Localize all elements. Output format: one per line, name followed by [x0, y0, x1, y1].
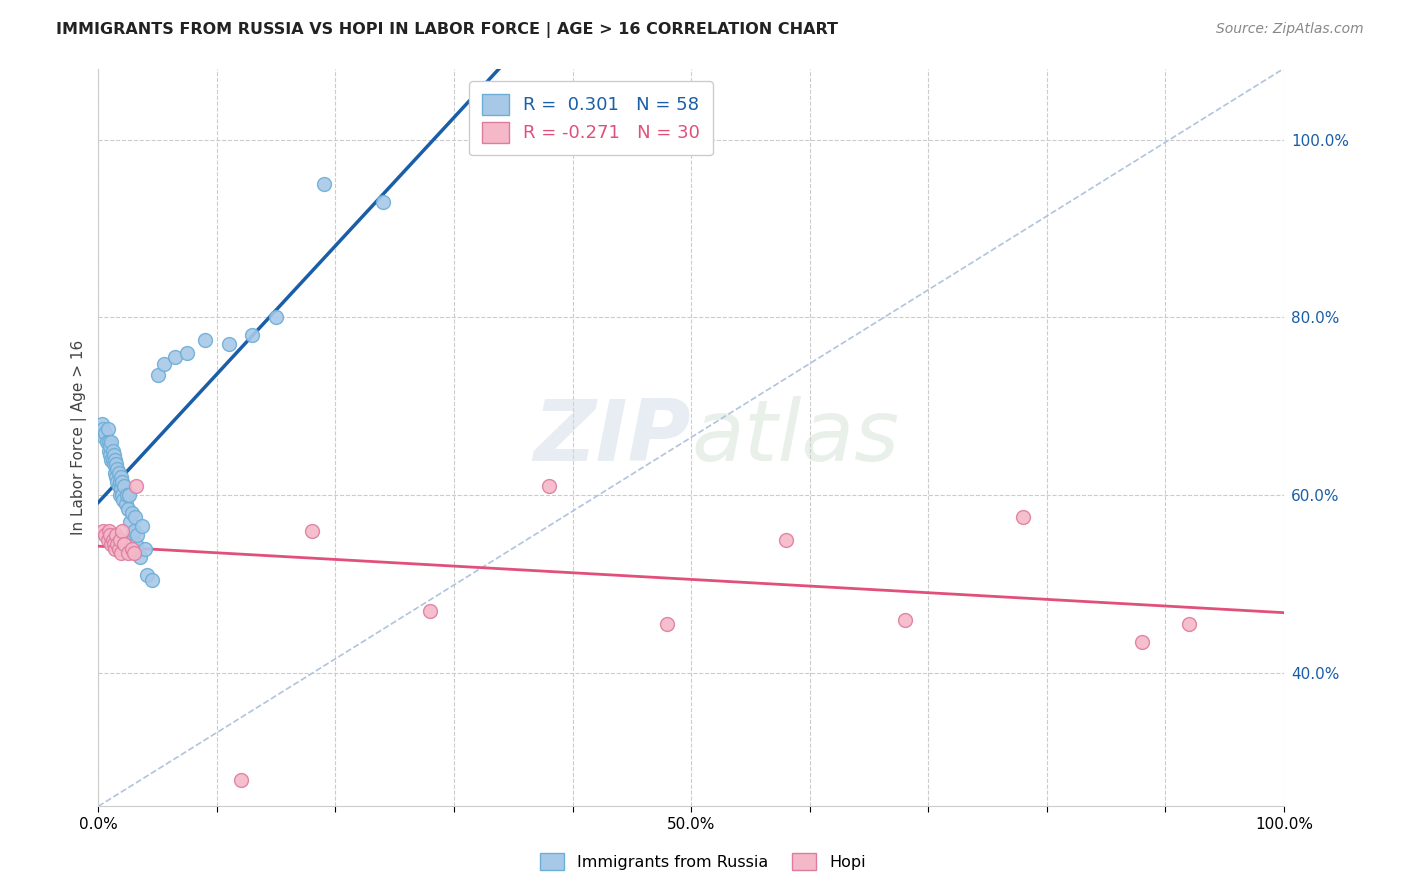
Point — [100, 434, 122, 449]
Point — [100, 537, 122, 551]
Text: atlas: atlas — [692, 396, 898, 479]
Point — [105, 475, 128, 489]
Point — [110, 481, 132, 495]
Point — [104, 466, 127, 480]
Point — [108, 475, 131, 489]
Point — [103, 457, 125, 471]
Point — [136, 568, 159, 582]
Point — [101, 533, 124, 547]
Point — [125, 479, 148, 493]
Point — [91, 524, 114, 538]
Point — [1012, 510, 1035, 524]
Text: Source: ZipAtlas.com: Source: ZipAtlas.com — [1216, 22, 1364, 37]
Point — [371, 194, 394, 209]
Point — [93, 430, 115, 444]
Point — [105, 461, 128, 475]
Point — [1178, 617, 1201, 632]
Point — [121, 525, 143, 540]
Point — [176, 346, 198, 360]
Point — [111, 488, 134, 502]
Point — [419, 604, 441, 618]
Point — [120, 515, 142, 529]
Legend: R =  0.301   N = 58, R = -0.271   N = 30: R = 0.301 N = 58, R = -0.271 N = 30 — [470, 81, 713, 155]
Point — [108, 533, 131, 547]
Point — [114, 497, 136, 511]
Point — [98, 448, 121, 462]
Point — [91, 421, 114, 435]
Point — [122, 546, 145, 560]
Point — [94, 528, 117, 542]
Point — [775, 533, 797, 547]
Point — [98, 528, 121, 542]
Point — [111, 524, 134, 538]
Point — [312, 177, 335, 191]
Point — [134, 541, 156, 556]
Point — [893, 613, 915, 627]
Point — [101, 443, 124, 458]
Point — [105, 470, 128, 484]
Point — [104, 541, 127, 556]
Legend: Immigrants from Russia, Hopi: Immigrants from Russia, Hopi — [534, 847, 872, 877]
Point — [98, 434, 121, 449]
Point — [165, 351, 187, 365]
Point — [98, 443, 121, 458]
Point — [242, 328, 264, 343]
Point — [141, 573, 163, 587]
Point — [111, 475, 134, 489]
Point — [125, 537, 148, 551]
Point — [127, 528, 149, 542]
Point — [100, 452, 122, 467]
Point — [110, 470, 132, 484]
Point — [114, 479, 136, 493]
Text: ZIP: ZIP — [533, 396, 692, 479]
Point — [124, 510, 146, 524]
Point — [537, 479, 560, 493]
Point — [128, 550, 150, 565]
Point — [194, 333, 217, 347]
Point — [146, 368, 169, 383]
Point — [107, 466, 129, 480]
Point — [98, 439, 121, 453]
Point — [101, 452, 124, 467]
Point — [97, 533, 120, 547]
Point — [103, 537, 125, 551]
Point — [301, 524, 323, 538]
Point — [114, 537, 136, 551]
Point — [117, 546, 139, 560]
Point — [107, 541, 129, 556]
Point — [98, 524, 121, 538]
Point — [117, 501, 139, 516]
Point — [104, 452, 127, 467]
Point — [118, 488, 141, 502]
Point — [94, 425, 117, 440]
Point — [264, 310, 287, 325]
Point — [121, 506, 143, 520]
Point — [90, 417, 112, 431]
Point — [218, 337, 240, 351]
Point — [97, 421, 120, 435]
Point — [96, 434, 118, 449]
Point — [152, 357, 174, 371]
Point — [103, 448, 125, 462]
Point — [122, 524, 145, 538]
Point — [107, 479, 129, 493]
Point — [105, 457, 128, 471]
Point — [105, 528, 128, 542]
Point — [657, 617, 679, 632]
Point — [131, 519, 153, 533]
Point — [105, 537, 128, 551]
Point — [115, 488, 138, 502]
Point — [108, 488, 131, 502]
Y-axis label: In Labor Force | Age > 16: In Labor Force | Age > 16 — [72, 340, 87, 535]
Text: IMMIGRANTS FROM RUSSIA VS HOPI IN LABOR FORCE | AGE > 16 CORRELATION CHART: IMMIGRANTS FROM RUSSIA VS HOPI IN LABOR … — [56, 22, 838, 38]
Point — [121, 541, 143, 556]
Point — [110, 546, 132, 560]
Point — [112, 492, 135, 507]
Point — [1130, 635, 1153, 649]
Point — [229, 772, 252, 787]
